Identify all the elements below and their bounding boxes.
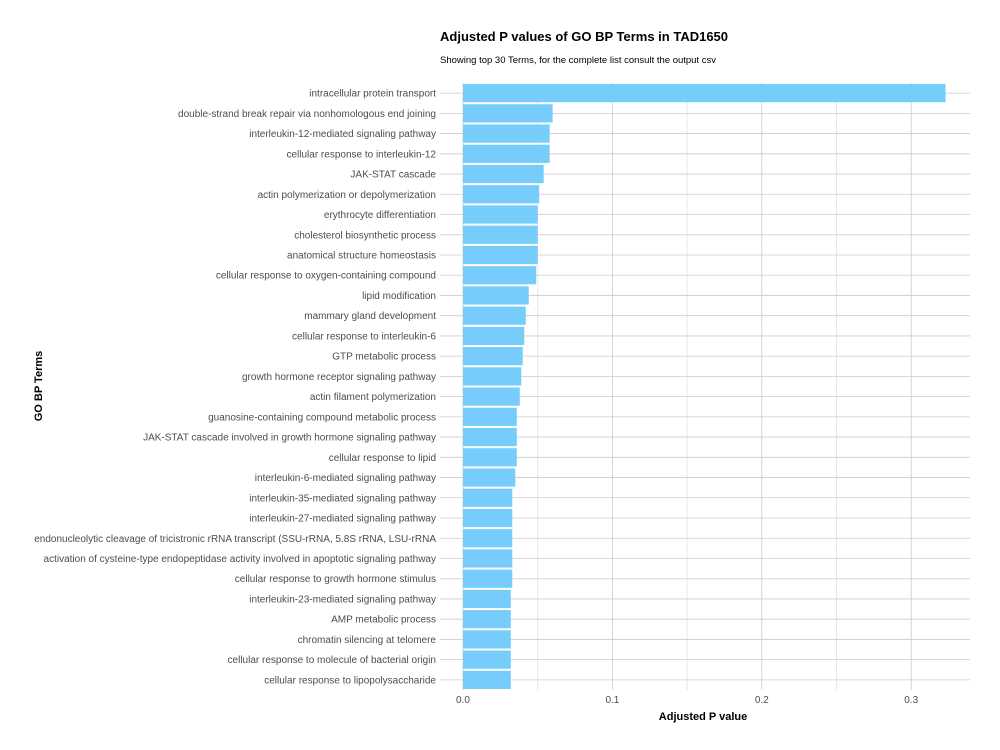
chart-subtitle: Showing top 30 Terms, for the complete l… xyxy=(440,55,716,66)
category-label: interleukin-27-mediated signaling pathwa… xyxy=(249,514,436,525)
bar xyxy=(463,549,513,568)
bar xyxy=(463,427,517,447)
category-label: cellular response to molecule of bacteri… xyxy=(228,655,436,666)
category-label: GTP metabolic process xyxy=(332,352,436,363)
category-label: guanosine-containing compound metabolic … xyxy=(208,412,436,423)
chart-title: Adjusted P values of GO BP Terms in TAD1… xyxy=(440,29,728,44)
category-label: interleukin-6-mediated signaling pathway xyxy=(255,473,436,484)
bar xyxy=(463,448,517,467)
category-label: interleukin-35-mediated signaling pathwa… xyxy=(249,493,436,504)
bar xyxy=(463,488,513,507)
category-label: growth hormone receptor signaling pathwa… xyxy=(242,372,436,383)
y-axis-title: GO BP Terms xyxy=(33,351,45,422)
category-label: AMP metabolic process xyxy=(331,615,436,626)
category-label: actin polymerization or depolymerization xyxy=(258,190,436,201)
bar xyxy=(463,306,526,325)
bar xyxy=(463,630,511,649)
bar xyxy=(463,387,520,406)
x-axis-title: Adjusted P value xyxy=(659,711,747,723)
bar xyxy=(463,286,529,305)
category-label: erythrocyte differentiation xyxy=(324,210,436,221)
bar xyxy=(463,529,513,548)
bar xyxy=(463,124,550,143)
x-tick-label: 0.0 xyxy=(456,695,470,706)
bar xyxy=(463,104,553,123)
bar xyxy=(463,610,511,629)
bar xyxy=(463,508,513,528)
bar xyxy=(463,347,523,366)
category-label: cellular response to lipid xyxy=(329,453,436,464)
bar xyxy=(463,367,522,386)
category-label: intracellular protein transport xyxy=(309,89,436,100)
bar xyxy=(463,84,946,103)
category-label: mammary gland development xyxy=(304,311,436,322)
bar xyxy=(463,266,537,285)
category-label: interleukin-23-mediated signaling pathwa… xyxy=(249,594,436,605)
category-label: cellular response to growth hormone stim… xyxy=(235,574,436,585)
x-tick-label: 0.1 xyxy=(605,695,619,706)
bar xyxy=(463,225,538,244)
category-label: double-strand break repair via nonhomolo… xyxy=(178,109,436,120)
category-label: endonucleolytic cleavage of tricistronic… xyxy=(34,534,436,545)
bar xyxy=(463,468,516,487)
bar xyxy=(463,569,513,588)
bar xyxy=(463,144,550,163)
category-label: cellular response to interleukin-6 xyxy=(292,331,436,342)
category-label: cellular response to interleukin-12 xyxy=(286,149,436,160)
x-tick-labels: 0.0 0.1 0.2 0.3 xyxy=(456,695,919,706)
category-label: activation of cysteine-type endopeptidas… xyxy=(44,554,436,565)
category-label: cellular response to oxygen-containing c… xyxy=(216,271,436,282)
category-label: JAK-STAT cascade xyxy=(350,170,436,181)
category-label: cholesterol biosynthetic process xyxy=(294,230,436,241)
category-label: anatomical structure homeostasis xyxy=(287,250,436,261)
bar xyxy=(463,407,517,426)
category-label: actin filament polymerization xyxy=(310,392,436,403)
x-tick-label: 0.3 xyxy=(904,695,918,706)
bar xyxy=(463,589,511,609)
bars xyxy=(463,84,946,689)
category-label: cellular response to lipopolysaccharide xyxy=(264,675,436,686)
category-labels: intracellular protein transport double-st… xyxy=(34,89,436,687)
category-label: JAK-STAT cascade involved in growth horm… xyxy=(143,433,436,444)
bar xyxy=(463,326,525,346)
category-label: interleukin-12-mediated signaling pathwa… xyxy=(249,129,436,140)
bar xyxy=(463,650,511,669)
category-label: chromatin silencing at telomere xyxy=(298,635,437,646)
bar xyxy=(463,670,511,689)
bar xyxy=(463,245,538,265)
x-tick-label: 0.2 xyxy=(755,695,769,706)
bar xyxy=(463,185,540,204)
bar xyxy=(463,164,544,184)
bar xyxy=(463,205,538,224)
category-label: lipid modification xyxy=(362,291,436,302)
